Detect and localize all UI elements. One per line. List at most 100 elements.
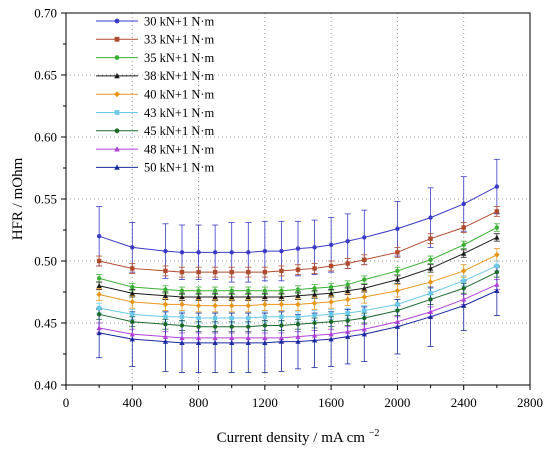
data-point bbox=[245, 335, 251, 341]
data-point bbox=[212, 335, 218, 341]
data-point bbox=[195, 340, 202, 346]
y-tick-label: 0.55 bbox=[34, 192, 57, 207]
data-point bbox=[312, 286, 317, 291]
data-point bbox=[461, 225, 466, 230]
data-point bbox=[196, 315, 201, 321]
data-point bbox=[312, 313, 317, 318]
data-point bbox=[179, 340, 185, 346]
data-point bbox=[328, 319, 334, 324]
data-point bbox=[246, 269, 251, 275]
y-tick-label: 0.60 bbox=[34, 130, 57, 145]
data-point bbox=[494, 225, 500, 230]
data-point bbox=[312, 266, 317, 271]
data-point bbox=[212, 269, 218, 275]
y-axis-title: HFR / mOhm bbox=[10, 157, 26, 240]
legend-swatch-marker bbox=[114, 72, 120, 79]
data-point bbox=[311, 291, 318, 297]
legend-swatch-marker bbox=[114, 18, 120, 24]
data-point bbox=[494, 281, 500, 287]
data-point bbox=[246, 250, 251, 255]
data-point bbox=[212, 302, 218, 309]
data-point bbox=[395, 226, 400, 231]
data-point bbox=[395, 302, 400, 307]
legend-entry: 45 kN+1 N·m bbox=[96, 124, 215, 138]
data-point bbox=[345, 333, 351, 339]
data-point bbox=[394, 323, 401, 329]
data-point bbox=[96, 291, 102, 298]
data-point bbox=[460, 268, 467, 274]
data-point bbox=[344, 296, 351, 303]
data-point bbox=[246, 288, 251, 293]
data-point bbox=[163, 314, 168, 319]
data-point bbox=[295, 292, 301, 298]
data-point bbox=[278, 338, 285, 344]
data-point bbox=[262, 269, 268, 275]
legend-swatch-marker bbox=[114, 55, 120, 60]
data-point bbox=[428, 297, 433, 302]
legend-entry: 43 kN+1 N·m bbox=[96, 106, 215, 120]
legend-label: 43 kN+1 N·m bbox=[144, 106, 215, 120]
data-point bbox=[345, 238, 350, 244]
data-point bbox=[394, 287, 401, 294]
data-point bbox=[494, 287, 500, 293]
data-point bbox=[228, 302, 235, 309]
data-point bbox=[361, 294, 368, 300]
data-point bbox=[278, 335, 285, 341]
data-point bbox=[229, 269, 234, 275]
data-point bbox=[212, 315, 218, 321]
x-axis-title-text: Current density / mA cm bbox=[217, 430, 366, 446]
data-point bbox=[295, 267, 301, 272]
x-tick-label: 1200 bbox=[252, 395, 278, 410]
legend-swatch-marker bbox=[114, 164, 120, 170]
legend-label: 50 kN+1 N·m bbox=[144, 161, 215, 175]
data-point bbox=[279, 323, 284, 328]
data-point bbox=[295, 287, 301, 292]
data-point bbox=[461, 302, 467, 308]
data-point bbox=[461, 296, 467, 302]
data-point bbox=[162, 292, 169, 298]
legend-entry: 30 kN+1 N·m bbox=[96, 14, 215, 28]
legend-swatch-marker bbox=[114, 128, 120, 134]
data-point bbox=[279, 268, 284, 274]
x-axis-title-superscript: −2 bbox=[369, 428, 380, 439]
data-point bbox=[229, 288, 234, 293]
data-point bbox=[96, 276, 102, 281]
data-point bbox=[428, 236, 433, 241]
data-point bbox=[395, 250, 400, 255]
data-point bbox=[96, 312, 102, 317]
data-point bbox=[179, 335, 185, 341]
data-point bbox=[362, 235, 367, 240]
data-point bbox=[262, 323, 268, 328]
x-tick-label: 2800 bbox=[517, 395, 543, 410]
data-point bbox=[96, 234, 102, 239]
series-markers bbox=[96, 184, 500, 346]
data-point bbox=[345, 282, 350, 287]
data-point bbox=[295, 246, 301, 251]
data-point bbox=[428, 291, 433, 296]
data-point bbox=[461, 242, 466, 248]
data-point bbox=[212, 324, 218, 329]
data-point bbox=[196, 288, 201, 293]
data-point bbox=[246, 324, 251, 329]
legend-entry: 33 kN+1 N·m bbox=[96, 33, 215, 47]
data-point bbox=[345, 310, 350, 316]
data-point bbox=[494, 209, 500, 214]
tick-labels: 0 400 800 1200 1600 2000 2400 2800 0.40 0.45 0.50 0… bbox=[34, 6, 543, 411]
data-point bbox=[311, 337, 318, 343]
data-point bbox=[328, 284, 334, 290]
data-point bbox=[361, 326, 367, 332]
legend-label: 35 kN+1 N·m bbox=[144, 51, 215, 65]
data-point bbox=[229, 335, 235, 341]
data-point bbox=[196, 269, 201, 275]
data-point bbox=[163, 287, 168, 292]
data-point bbox=[427, 309, 434, 315]
data-point bbox=[163, 268, 168, 274]
data-point bbox=[279, 314, 284, 319]
x-tick-label: 0 bbox=[63, 395, 70, 410]
data-point bbox=[328, 331, 334, 337]
data-point bbox=[461, 286, 466, 291]
data-point bbox=[212, 250, 218, 255]
data-point bbox=[163, 322, 168, 327]
data-point bbox=[229, 315, 234, 321]
legend-label: 48 kN+1 N·m bbox=[144, 142, 215, 156]
